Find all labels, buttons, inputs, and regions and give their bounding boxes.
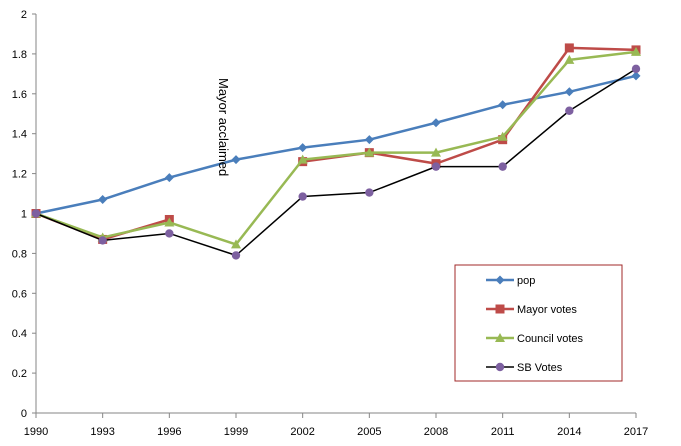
data-point-sb-votes: [31, 209, 41, 218]
x-tick-label: 2008: [424, 426, 448, 438]
data-point-pop: [364, 135, 374, 145]
y-tick-label: 1.8: [12, 49, 27, 61]
y-tick-label: 1.4: [12, 129, 27, 141]
y-tick-label: 0: [21, 408, 27, 420]
y-tick-label: 0.6: [12, 288, 27, 300]
data-point-mayor-votes: [564, 43, 574, 53]
legend-swatch-marker-mayor-votes: [495, 304, 505, 314]
axes: 0 0.2 0.4 0.6 0.8 1 1.2 1.4 1.6 1.8 2 1990 1993 1996 1…: [12, 9, 649, 438]
x-tick-label: 1996: [157, 426, 181, 438]
data-point-pop: [431, 118, 441, 128]
series-line-council-votes: [35, 50, 637, 246]
data-point-pop: [231, 155, 241, 165]
legend-label-sb-votes: SB Votes: [517, 362, 563, 374]
x-tick-label: 1993: [90, 426, 114, 438]
y-tick-label: 0.8: [12, 248, 27, 260]
y-tick-label: 1: [21, 209, 27, 221]
data-point-council-votes: [297, 154, 308, 164]
data-point-sb-votes: [165, 229, 174, 238]
legend-label-mayor-votes: Mayor votes: [517, 304, 577, 316]
data-point-pop: [564, 87, 574, 97]
data-point-council-votes: [164, 217, 175, 227]
x-tick-label: 2011: [491, 426, 515, 438]
legend-swatch-marker-pop: [495, 275, 505, 285]
data-point-council-votes: [631, 46, 641, 56]
x-tick-label: 2017: [624, 426, 648, 438]
data-point-pop: [631, 71, 641, 81]
series-council-votes: [31, 46, 641, 249]
data-point-sb-votes: [498, 162, 507, 171]
y-tick-label: 0.4: [12, 328, 27, 340]
data-point-pop: [498, 100, 508, 110]
data-point-council-votes: [564, 54, 575, 64]
data-point-sb-votes: [365, 188, 374, 197]
data-point-council-votes: [497, 131, 508, 141]
data-point-sb-votes: [631, 64, 641, 74]
data-point-sb-votes: [98, 236, 107, 245]
series-sb-votes: [31, 64, 641, 260]
x-tick-label: 2002: [290, 426, 314, 438]
y-tick-label: 1.2: [12, 169, 27, 181]
annotation-mayor-acclaimed: Mayor acclaimed: [216, 78, 231, 176]
data-point-sb-votes: [231, 251, 241, 260]
x-tick-label: 1999: [224, 426, 248, 438]
data-point-sb-votes: [298, 192, 307, 201]
y-tick-label: 0.2: [12, 368, 27, 380]
legend-swatch-marker-sb-votes: [495, 362, 505, 372]
series-line-sb-votes: [35, 68, 637, 257]
data-point-council-votes: [231, 239, 241, 249]
legend: pop Mayor votes Council votes SB Votes: [454, 264, 623, 382]
data-point-pop: [164, 173, 174, 183]
x-tick-label: 2005: [357, 426, 381, 438]
legend-label-council-votes: Council votes: [517, 333, 584, 345]
legend-label-pop: pop: [517, 275, 535, 287]
plot-area: [31, 43, 641, 260]
data-point-council-votes: [364, 147, 375, 157]
legend-box: [454, 264, 623, 382]
x-tick-label: 1990: [24, 426, 48, 438]
data-point-pop: [98, 195, 108, 205]
data-point-sb-votes: [565, 106, 574, 115]
legend-swatch-marker-council-votes: [495, 333, 505, 342]
y-tick-label: 2: [21, 9, 27, 21]
y-tick-label: 1.6: [12, 89, 27, 101]
data-point-council-votes: [431, 147, 441, 157]
x-tick-label: 2014: [557, 426, 581, 438]
data-point-sb-votes: [431, 162, 441, 171]
data-point-pop: [298, 143, 308, 153]
